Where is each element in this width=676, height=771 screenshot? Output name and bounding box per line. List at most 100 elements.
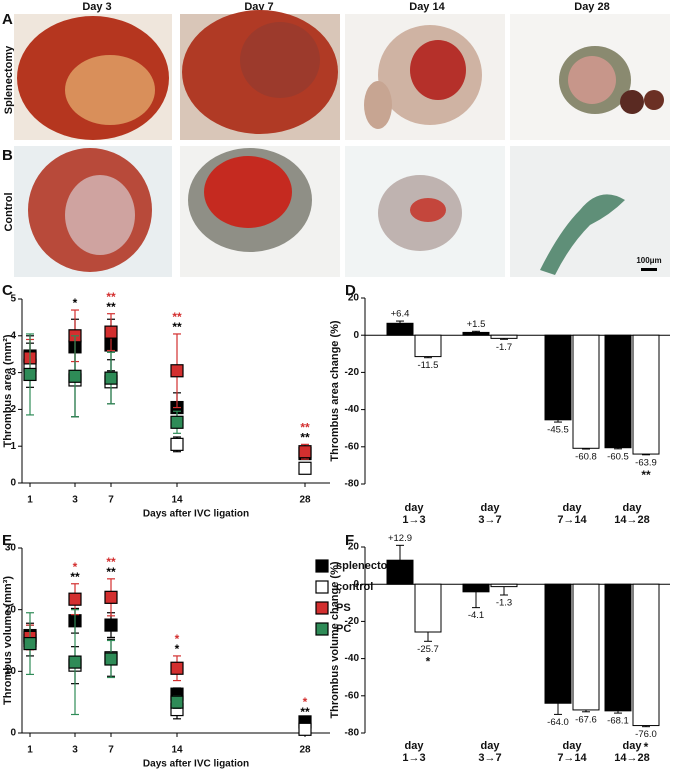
legend-marker (315, 559, 329, 573)
panel-letter: D (345, 282, 356, 299)
y-axis-label: Thrombus volume (mm³) (2, 576, 14, 705)
significance: * (644, 740, 649, 754)
y-tick-label: 1 (10, 441, 16, 452)
tissue (364, 81, 392, 129)
significance: ** (106, 565, 116, 579)
y-tick-label: 0 (10, 478, 16, 489)
significance: ** (641, 468, 651, 482)
x-tick-label: 7→14 (557, 514, 587, 526)
marker (170, 415, 184, 429)
value-label: -76.0 (635, 729, 657, 740)
tissue (65, 175, 135, 255)
y-tick-label: -40 (345, 653, 360, 664)
y-tick-label: 0 (353, 579, 359, 590)
bar (386, 559, 414, 585)
x-tick-label: 1 (27, 495, 33, 506)
bar (632, 334, 660, 455)
row-label: Control (3, 192, 15, 231)
value-label: -64.0 (547, 717, 569, 728)
bar (604, 583, 632, 712)
scale-bar (641, 268, 657, 271)
value-label: -1.3 (496, 598, 512, 609)
x-tick-label: 1→3 (402, 752, 425, 764)
y-tick-label: 0 (10, 728, 16, 739)
x-tick-label: day (563, 740, 583, 752)
bar (414, 334, 442, 358)
x-tick-label: day (481, 740, 501, 752)
marker (298, 722, 312, 736)
bar (572, 583, 600, 711)
legend-marker (315, 580, 329, 594)
y-tick-label: -60 (345, 690, 360, 701)
marker (104, 652, 118, 666)
x-tick-label: day (481, 502, 501, 514)
significance: ** (300, 421, 310, 435)
x-tick-label: 7 (108, 745, 114, 756)
x-tick-label: 3→7 (478, 514, 501, 526)
value-label: -63.9 (635, 457, 657, 468)
significance: * (426, 654, 431, 668)
legend-label: PS (336, 602, 351, 614)
column-header: Day 3 (82, 1, 111, 13)
x-tick-label: 28 (299, 745, 311, 756)
x-tick-label: 7 (108, 495, 114, 506)
x-axis-label: Days after IVC ligation (143, 509, 249, 520)
significance: * (73, 560, 78, 574)
value-label: -60.8 (575, 452, 597, 463)
column-header: Day 7 (244, 1, 273, 13)
legend-label: PC (336, 623, 351, 635)
marker (68, 655, 82, 669)
marker (170, 661, 184, 675)
tissue (410, 198, 446, 222)
bar (490, 334, 518, 339)
value-label: -1.7 (496, 342, 512, 353)
scale-bar-label: 100μm (636, 256, 661, 265)
y-axis-label: Thrombus volume change (%) (329, 561, 341, 718)
marker (104, 618, 118, 632)
marker (170, 437, 184, 451)
x-tick-label: day (405, 740, 425, 752)
x-tick-label: day (623, 740, 643, 752)
x-tick-label: 14→28 (614, 514, 649, 526)
tissue (410, 40, 466, 100)
legend-marker (315, 622, 329, 636)
tissue (240, 22, 320, 98)
y-axis-label: Thrombus area change (%) (329, 320, 341, 462)
value-label: -67.6 (575, 714, 597, 725)
significance: ** (106, 290, 116, 304)
bar (604, 334, 632, 449)
y-tick-label: 4 (10, 330, 16, 341)
y-tick-label: -80 (345, 479, 360, 490)
significance: ** (172, 320, 182, 334)
y-tick-label: 20 (348, 542, 360, 553)
marker (23, 367, 37, 382)
y-axis-label: Thrombus area (mm²) (2, 334, 14, 447)
y-tick-label: -80 (345, 728, 360, 739)
bar (462, 583, 490, 593)
value-label: -60.5 (607, 451, 629, 462)
value-label: +12.9 (388, 533, 412, 544)
y-tick-label: 0 (353, 330, 359, 341)
value-label: -4.1 (468, 610, 484, 621)
significance: ** (300, 705, 310, 719)
y-tick-label: 10 (5, 666, 17, 677)
marker (68, 369, 82, 383)
marker (104, 371, 118, 385)
x-tick-label: 3 (72, 495, 78, 506)
bar (386, 322, 414, 336)
y-tick-label: -60 (345, 441, 360, 452)
bar (632, 583, 660, 727)
significance: * (175, 632, 180, 646)
marker (104, 590, 118, 604)
bar (544, 583, 572, 704)
x-tick-label: 14 (171, 745, 183, 756)
tissue (568, 56, 616, 104)
bar (572, 334, 600, 449)
tissue (620, 90, 644, 114)
y-tick-label: 5 (10, 294, 16, 305)
legend-marker (315, 601, 329, 615)
x-tick-label: day (405, 502, 425, 514)
x-tick-label: 28 (299, 495, 311, 506)
value-label: -11.5 (418, 360, 439, 371)
